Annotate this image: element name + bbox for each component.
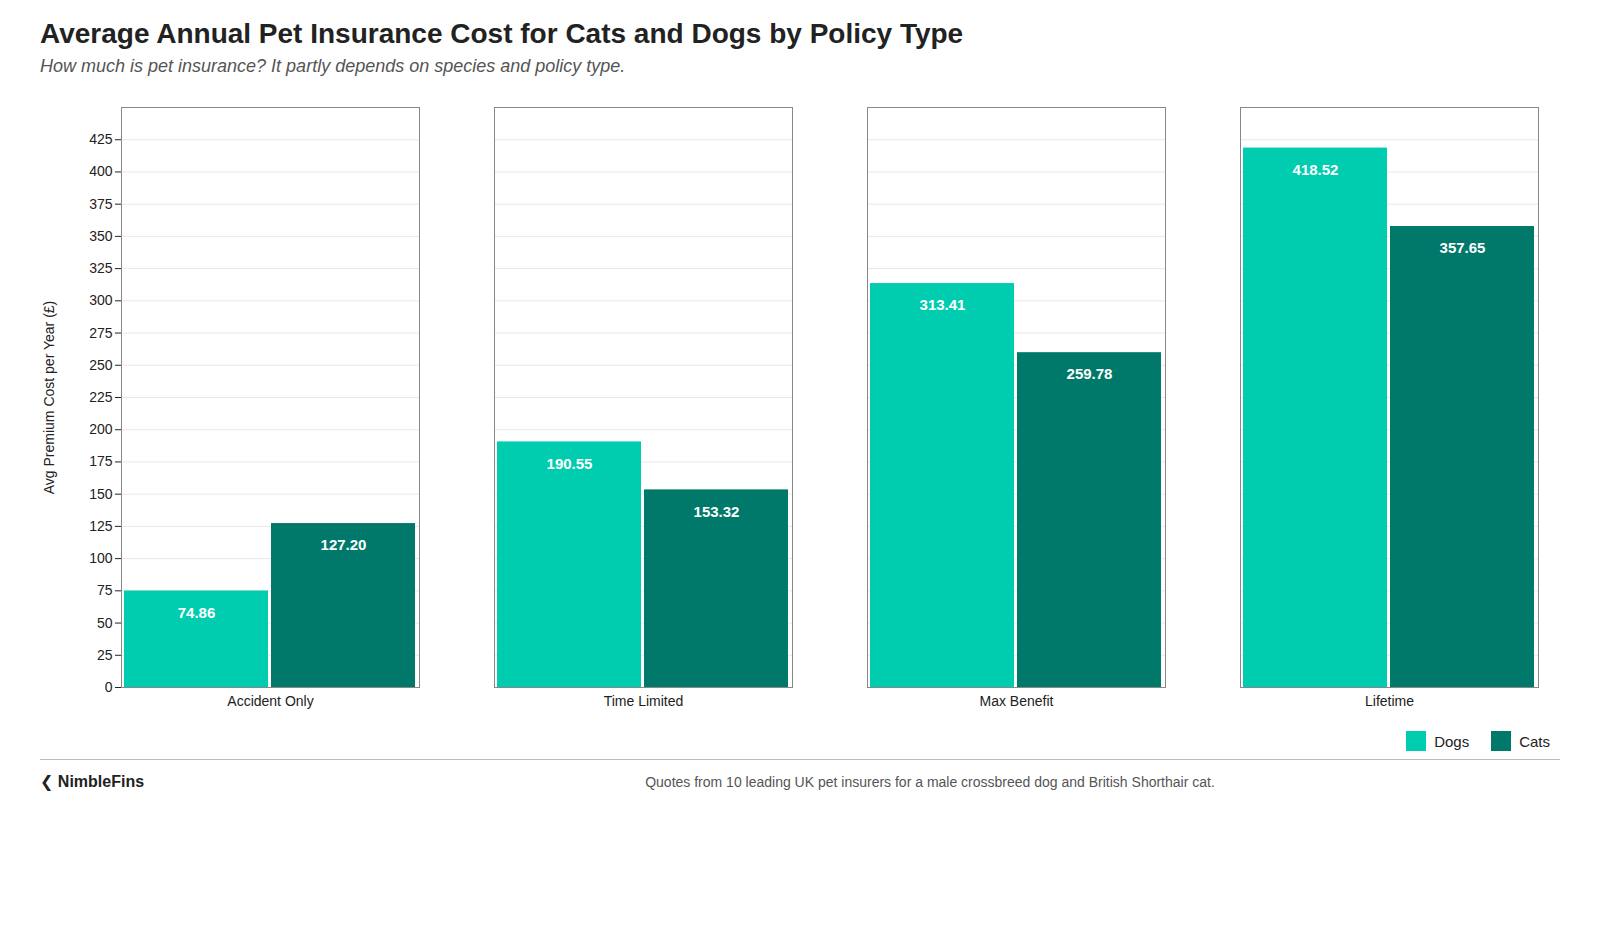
svg-text:250: 250 xyxy=(89,357,113,373)
svg-text:357.65: 357.65 xyxy=(1440,239,1486,256)
svg-text:Time Limited: Time Limited xyxy=(604,693,684,709)
svg-text:75: 75 xyxy=(97,582,113,598)
svg-text:259.78: 259.78 xyxy=(1067,365,1113,382)
svg-text:325: 325 xyxy=(89,260,113,276)
svg-text:150: 150 xyxy=(89,486,113,502)
svg-text:74.86: 74.86 xyxy=(178,604,216,621)
svg-text:350: 350 xyxy=(89,228,113,244)
svg-text:275: 275 xyxy=(89,325,113,341)
svg-text:418.52: 418.52 xyxy=(1293,161,1339,178)
html-text:Quotes from 10 leading UK pet: Quotes from 10 leading UK pet insurers f… xyxy=(645,773,1215,790)
svg-text:25: 25 xyxy=(97,647,113,663)
svg-text:300: 300 xyxy=(89,292,113,308)
html-text:Dogs: Dogs xyxy=(1434,732,1470,750)
svg-text:225: 225 xyxy=(89,389,113,405)
svg-text:Lifetime: Lifetime xyxy=(1365,693,1414,709)
svg-text:425: 425 xyxy=(89,131,113,147)
svg-text:190.55: 190.55 xyxy=(547,455,593,472)
svg-text:Max Benefit: Max Benefit xyxy=(980,693,1054,709)
svg-text:0: 0 xyxy=(105,679,113,695)
html-text:❮ NimbleFins: ❮ NimbleFins xyxy=(40,773,145,790)
svg-text:175: 175 xyxy=(89,453,113,469)
html-text:Average Annual Pet Insurance C: Average Annual Pet Insurance Cost for Ca… xyxy=(40,18,964,49)
svg-text:200: 200 xyxy=(89,421,113,437)
svg-text:375: 375 xyxy=(89,196,113,212)
svg-text:125: 125 xyxy=(89,518,113,534)
html-text:How much is pet insurance? It: How much is pet insurance? It partly dep… xyxy=(40,56,626,76)
svg-text:Avg Premium Cost per Year (£): Avg Premium Cost per Year (£) xyxy=(41,301,57,495)
html-text:Cats: Cats xyxy=(1519,732,1550,750)
svg-text:Accident Only: Accident Only xyxy=(227,693,313,709)
svg-text:100: 100 xyxy=(89,550,113,566)
svg-text:153.32: 153.32 xyxy=(694,503,740,520)
svg-text:313.41: 313.41 xyxy=(920,296,966,313)
svg-text:127.20: 127.20 xyxy=(321,536,367,553)
svg-text:400: 400 xyxy=(89,163,113,179)
svg-text:50: 50 xyxy=(97,615,113,631)
